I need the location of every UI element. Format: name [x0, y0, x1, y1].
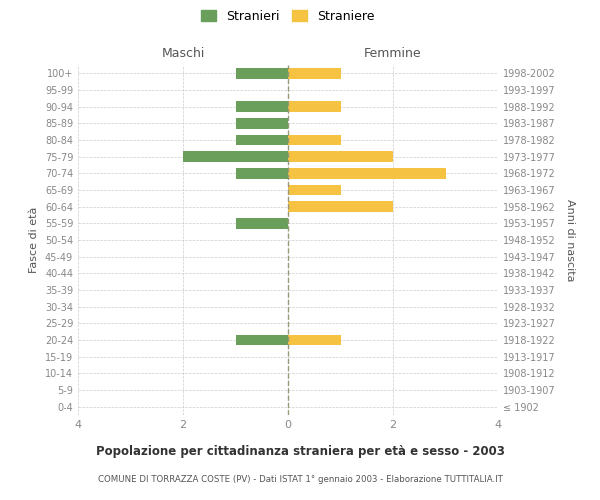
Bar	[235, 218, 288, 228]
Text: Popolazione per cittadinanza straniera per età e sesso - 2003: Popolazione per cittadinanza straniera p…	[95, 445, 505, 458]
Bar	[288, 201, 393, 212]
Bar	[288, 151, 393, 162]
Bar	[235, 68, 288, 78]
Y-axis label: Fasce di età: Fasce di età	[29, 207, 39, 273]
Bar	[235, 168, 288, 178]
Bar	[288, 334, 341, 345]
Text: COMUNE DI TORRAZZA COSTE (PV) - Dati ISTAT 1° gennaio 2003 - Elaborazione TUTTIT: COMUNE DI TORRAZZA COSTE (PV) - Dati IST…	[98, 475, 502, 484]
Y-axis label: Anni di nascita: Anni di nascita	[565, 198, 575, 281]
Legend: Stranieri, Straniere: Stranieri, Straniere	[197, 6, 379, 26]
Bar	[288, 134, 341, 145]
Bar	[288, 168, 445, 178]
Bar	[235, 101, 288, 112]
Text: Maschi: Maschi	[161, 47, 205, 60]
Bar	[235, 134, 288, 145]
Bar	[183, 151, 288, 162]
Text: Femmine: Femmine	[364, 47, 422, 60]
Bar	[288, 101, 341, 112]
Bar	[288, 68, 341, 78]
Bar	[235, 334, 288, 345]
Bar	[288, 184, 341, 196]
Bar	[235, 118, 288, 128]
